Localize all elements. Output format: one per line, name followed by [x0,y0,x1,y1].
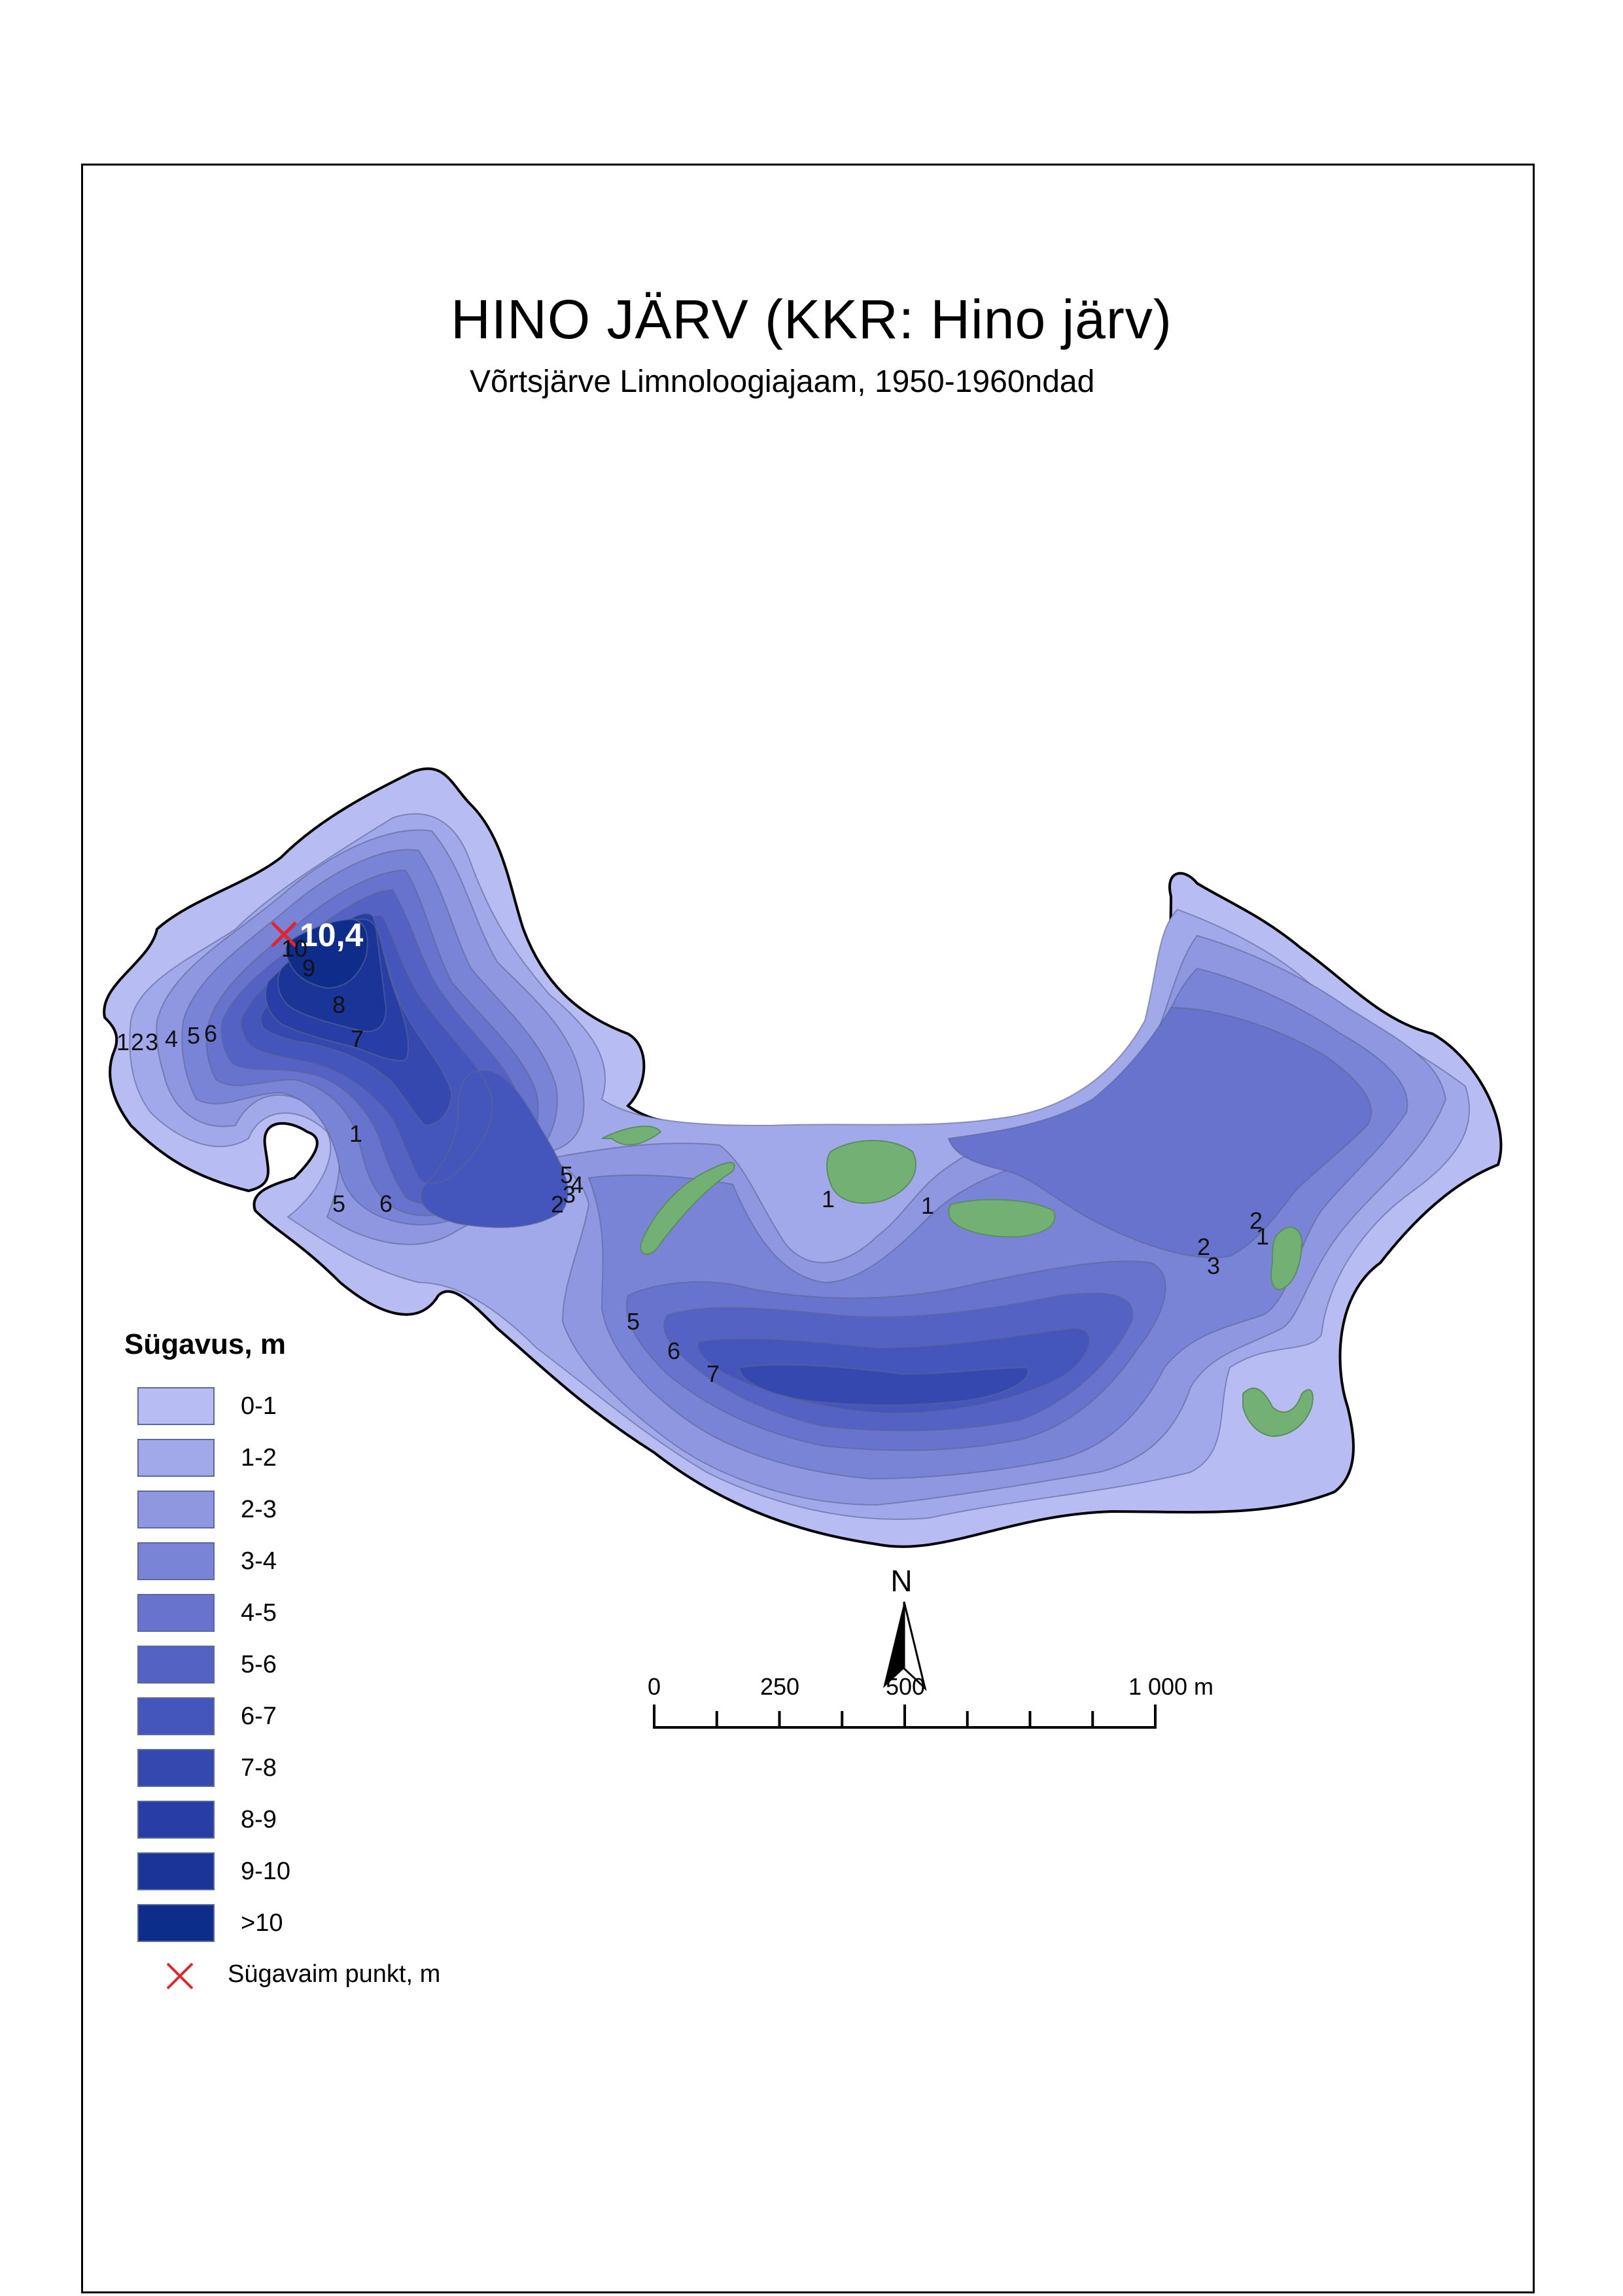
legend-class-2-3: 2-3 [137,1491,530,1530]
island [640,1161,735,1255]
legend-class-1-2: 1-2 [137,1439,530,1478]
legend-swatch [137,1904,215,1942]
map-frame [81,164,1535,2293]
contour-label: 2 [1197,1233,1210,1260]
island [948,1199,1056,1238]
legend-swatch [137,1801,215,1839]
legend-swatch [137,1594,215,1632]
contour-label: 7 [707,1360,720,1387]
depth-contours [103,767,1503,1548]
legend-deepest-point-label: Sügavaim punkt, m [228,1960,441,1988]
contour-label: 3 [563,1181,576,1208]
legend-swatch [137,1697,215,1735]
contour-label: 5 [627,1308,640,1335]
legend-class-4-5: 4-5 [137,1594,530,1633]
legend-label: 2-3 [241,1496,277,1523]
depth-zone->10 [285,918,368,989]
contour-label: 5 [332,1190,345,1217]
contour-label: 5 [187,1022,200,1049]
legend-label: 0-1 [241,1392,277,1420]
legend-label: 9-10 [241,1858,291,1885]
north-label: N [890,1564,912,1598]
contour-label: 6 [204,1020,217,1047]
contour-label: 1 [822,1186,835,1212]
contour-label: 6 [379,1190,393,1217]
scale-label-0: 0 [648,1673,661,1700]
island [601,1125,662,1146]
scale-bar: 0 250 500 1 000 m [648,1673,1213,1729]
legend-swatch [137,1387,215,1425]
legend-swatch [137,1542,215,1580]
legend-label: 3-4 [241,1547,277,1575]
scale-label-1000: 1 000 m [1128,1673,1213,1700]
contour-label: 6 [667,1337,680,1364]
contour-label: 9 [302,955,315,981]
red-cross-icon [166,1962,194,1990]
deepest-point-label: 10,4 [300,917,364,953]
map-subtitle: Võrtsjärve Limnoloogiajaam, 1950-1960nda… [470,364,1095,399]
island [826,1140,916,1204]
contour-label: 1 [1256,1223,1269,1250]
legend-swatch [137,1749,215,1787]
legend-label: 4-5 [241,1599,277,1627]
legend-swatch [137,1646,215,1684]
legend-class-9-10: 9-10 [137,1852,530,1892]
legend-title: Sügavus, m [124,1328,286,1360]
scale-label-500: 500 [886,1673,925,1700]
legend-class-6-7: 6-7 [137,1697,530,1737]
legend-label: 5-6 [241,1651,277,1678]
legend-label: 7-8 [241,1754,277,1782]
contour-label: 4 [570,1171,584,1198]
legend-label: >10 [241,1909,283,1937]
legend-label: 6-7 [241,1703,277,1730]
contour-label: 8 [332,991,345,1018]
north-arrow: N [883,1564,927,1691]
contour-label: 2 [131,1029,144,1055]
island [1270,1226,1303,1290]
contour-label: 1 [349,1120,362,1147]
legend-swatch [137,1491,215,1528]
contour-label: 2 [551,1191,564,1218]
islands [601,1125,1314,1438]
scale-label-250: 250 [760,1673,799,1700]
legend-class->10: >10 [137,1904,530,1943]
legend: Sügavus, m [124,1328,286,1387]
legend-label: 8-9 [241,1806,277,1833]
contour-label: 3 [1207,1252,1220,1279]
contour-label: 2 [1249,1207,1263,1234]
legend-class-5-6: 5-6 [137,1646,530,1685]
legend-swatch [137,1439,215,1477]
deepest-point-marker: 10,4 [271,917,364,953]
contour-label: 4 [165,1025,178,1052]
legend-class-8-9: 8-9 [137,1801,530,1840]
contour-label: 10 [281,935,307,962]
legend-swatch [137,1852,215,1890]
contour-label: 5 [560,1161,573,1188]
contour-label: 7 [351,1025,364,1052]
legend-class-7-8: 7-8 [137,1749,530,1788]
north-arrow-icon [883,1602,904,1688]
contour-label: 1 [921,1192,934,1219]
legend-class-3-4: 3-4 [137,1542,530,1581]
contour-label: 1 [116,1029,130,1055]
map-title: HINO JÄRV (KKR: Hino järv) [451,289,1172,350]
legend-deepest-point: Sügavaim punkt, m [137,1956,595,1996]
legend-label: 1-2 [241,1444,277,1472]
legend-class-0-1: 0-1 [137,1387,530,1426]
contour-label: 3 [145,1029,158,1055]
island [1242,1387,1314,1438]
